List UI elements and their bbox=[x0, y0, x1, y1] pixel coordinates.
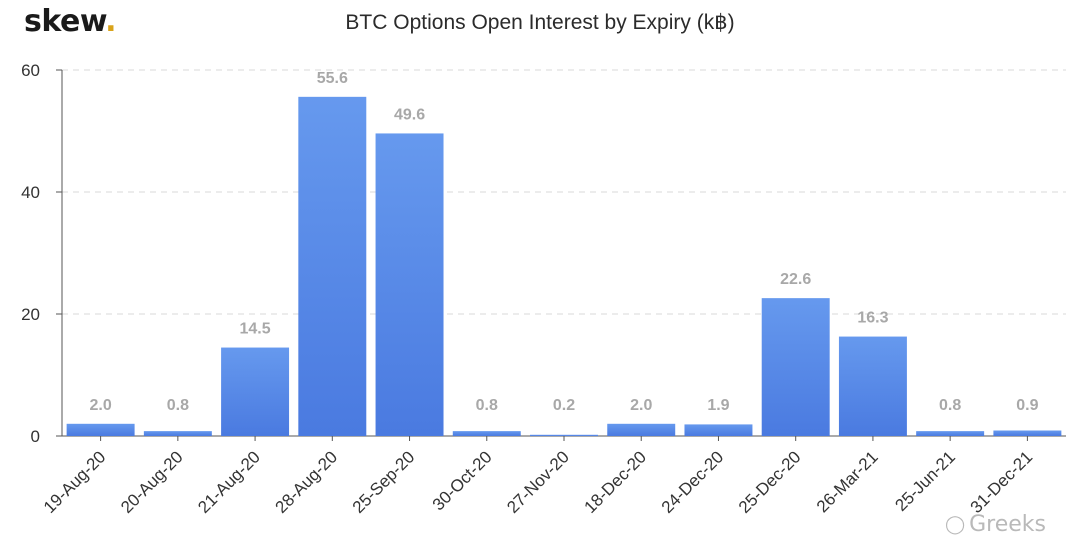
x-tick-label: 31-Dec-21 bbox=[967, 447, 1037, 517]
x-tick-label: 30-Oct-20 bbox=[429, 447, 496, 514]
data-label: 55.6 bbox=[317, 70, 348, 87]
bar bbox=[375, 133, 444, 436]
x-tick-label: 24-Dec-20 bbox=[658, 447, 728, 517]
axes bbox=[56, 69, 1066, 441]
x-tick-label: 28-Aug-20 bbox=[272, 447, 342, 517]
bar bbox=[761, 298, 830, 436]
watermark: ◯ Greeks bbox=[945, 512, 1046, 537]
y-tick-label: 60 bbox=[21, 61, 40, 80]
data-label: 1.9 bbox=[707, 397, 729, 414]
bars bbox=[66, 96, 1062, 436]
x-tick-label: 21-Aug-20 bbox=[194, 447, 264, 517]
x-tick-label: 19-Aug-20 bbox=[40, 447, 110, 517]
bar bbox=[221, 347, 290, 436]
bar bbox=[530, 434, 598, 436]
logo-text: skew bbox=[24, 4, 106, 39]
data-labels: 2.0 0.8 14.5 55.6 49.6 0.8 0.2 2.0 1.9 22.6 16.3 0.… bbox=[89, 70, 1038, 414]
bar bbox=[143, 431, 212, 436]
y-tick-label: 40 bbox=[21, 183, 40, 202]
watermark-text: Greeks bbox=[969, 512, 1046, 537]
data-label: 14.5 bbox=[240, 321, 271, 338]
data-label: 0.8 bbox=[167, 397, 189, 414]
x-tick-label: 20-Aug-20 bbox=[117, 447, 187, 517]
x-tick-label: 26-Mar-21 bbox=[813, 447, 882, 516]
data-label: 49.6 bbox=[394, 106, 425, 123]
skew-logo: skew. bbox=[24, 4, 117, 39]
data-label: 0.9 bbox=[1016, 397, 1038, 414]
bar bbox=[452, 431, 521, 436]
bar bbox=[916, 431, 985, 436]
bar bbox=[298, 96, 367, 436]
data-label: 0.8 bbox=[939, 397, 961, 414]
bar bbox=[993, 430, 1062, 436]
x-tick-label: 27-Nov-20 bbox=[503, 447, 573, 517]
data-label: 22.6 bbox=[780, 271, 811, 288]
x-tick-label: 25-Jun-21 bbox=[891, 447, 959, 515]
x-tick-label: 25-Sep-20 bbox=[349, 447, 419, 517]
bar bbox=[66, 423, 135, 436]
data-label: 2.0 bbox=[630, 397, 652, 414]
y-tick-label: 0 bbox=[31, 427, 40, 446]
x-tick-label: 25-Dec-20 bbox=[735, 447, 805, 517]
data-label: 16.3 bbox=[857, 310, 888, 327]
x-tick-labels: 19-Aug-20 20-Aug-20 21-Aug-20 28-Aug-20 25-S… bbox=[40, 447, 1036, 517]
bar bbox=[607, 423, 676, 436]
x-tick-label: 18-Dec-20 bbox=[580, 447, 650, 517]
data-label: 0.8 bbox=[476, 397, 498, 414]
y-tick-labels: 0 20 40 60 bbox=[21, 61, 40, 446]
wechat-icon: ◯ bbox=[944, 514, 966, 535]
chart-title: BTC Options Open Interest by Expiry (k฿) bbox=[345, 11, 735, 34]
data-label: 0.2 bbox=[553, 397, 575, 414]
data-label: 2.0 bbox=[89, 397, 111, 414]
y-tick-label: 20 bbox=[21, 305, 40, 324]
logo-dot: . bbox=[105, 4, 117, 39]
gridlines bbox=[62, 69, 1066, 315]
bar bbox=[684, 424, 753, 436]
bar bbox=[838, 336, 907, 436]
